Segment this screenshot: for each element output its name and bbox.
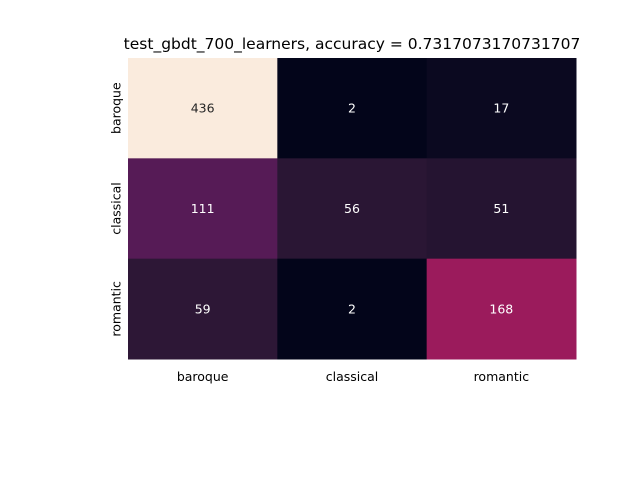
heatmap-cell-romantic-classical: [277, 258, 428, 360]
heatmap-value-romantic-classical: 2: [348, 301, 356, 316]
heatmap-value-baroque-romantic: 17: [493, 101, 509, 116]
chart-title: test_gbdt_700_learners, accuracy = 0.731…: [124, 35, 581, 54]
y-tick-label-romantic: romantic: [109, 281, 124, 337]
heatmap-value-classical-baroque: 111: [191, 201, 215, 216]
heatmap-value-romantic-baroque: 59: [195, 301, 211, 316]
y-axis-tick-labels: baroque classical romantic: [109, 82, 124, 337]
heatmap-value-romantic-romantic: 168: [489, 301, 513, 316]
heatmap-cell-baroque-romantic: [426, 58, 577, 159]
y-tick-label-classical: classical: [109, 182, 124, 235]
heatmap-value-baroque-baroque: 436: [191, 101, 215, 116]
heatmap-cell-classical-baroque: [128, 158, 278, 260]
heatmap-value-baroque-classical: 2: [348, 101, 356, 116]
heatmap-cell-baroque-classical: [277, 58, 428, 159]
heatmap-cell-romantic-baroque: [128, 258, 278, 360]
heatmap-value-classical-romantic: 51: [493, 201, 509, 216]
heatmap-value-classical-classical: 56: [344, 201, 360, 216]
heatmap-cell-baroque-baroque: [128, 58, 278, 159]
heatmap-cell-classical-romantic: [426, 158, 577, 260]
x-tick-label-baroque: baroque: [177, 369, 229, 384]
heatmap-cell-romantic-romantic: [426, 258, 577, 360]
y-tick-label-baroque: baroque: [109, 82, 124, 134]
x-tick-label-classical: classical: [326, 369, 379, 384]
heatmap-cell-classical-classical: [277, 158, 428, 260]
heatmap-cells: [128, 58, 577, 360]
heatmap-cell-labels: 436 2 17 111 56 51 59 2 168: [191, 101, 514, 317]
x-axis-tick-labels: baroque classical romantic: [177, 369, 529, 384]
x-tick-label-romantic: romantic: [474, 369, 530, 384]
